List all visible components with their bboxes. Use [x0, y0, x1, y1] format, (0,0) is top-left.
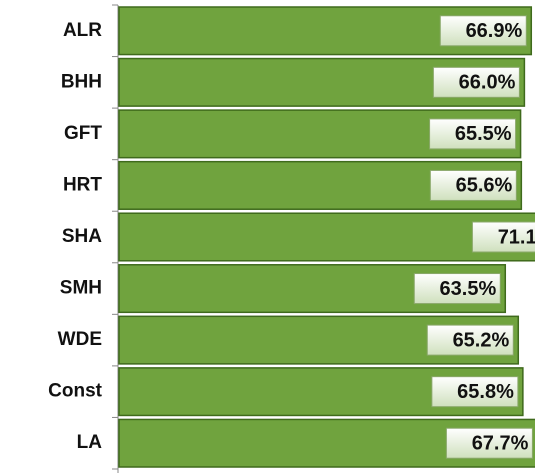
data-label: 71.1%: [498, 226, 535, 248]
data-label-box: [429, 118, 517, 150]
y-tick-label: WDE: [58, 329, 102, 350]
data-label: 66.0%: [459, 72, 516, 94]
data-label: 65.6%: [456, 175, 513, 197]
data-label: 65.5%: [455, 123, 512, 145]
data-label-box: [432, 66, 520, 98]
data-label: 66.9%: [466, 20, 523, 42]
data-label-box: [413, 273, 501, 305]
y-tick-label: ALR: [63, 20, 102, 41]
data-label-box: [471, 221, 535, 253]
y-tick-label: SMH: [60, 278, 102, 299]
y-tick-label: HRT: [63, 174, 102, 195]
y-tick-label: SHA: [62, 226, 102, 247]
data-label-box: [429, 169, 517, 201]
data-label: 65.2%: [453, 329, 510, 351]
data-label: 67.7%: [472, 433, 529, 455]
data-label-box: [426, 324, 514, 356]
data-label: 63.5%: [440, 278, 497, 300]
data-label-box: [431, 376, 519, 408]
y-tick-label: GFT: [64, 123, 102, 144]
data-label: 65.8%: [457, 381, 514, 403]
y-tick-label: BHH: [61, 71, 102, 92]
y-tick-label: Const: [48, 381, 103, 402]
y-tick-label: LA: [77, 432, 103, 453]
data-label-box: [445, 427, 533, 459]
data-label-box: [439, 15, 527, 47]
bar: [118, 212, 535, 262]
